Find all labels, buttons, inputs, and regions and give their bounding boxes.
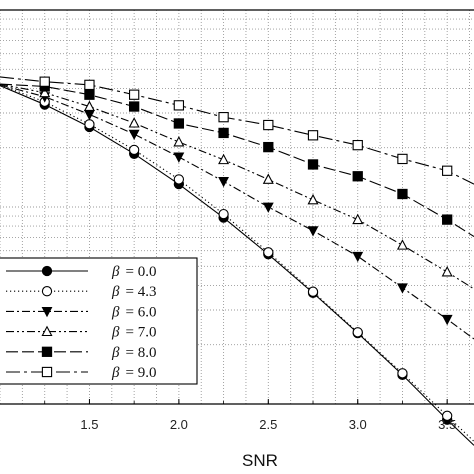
data-point-series-4	[173, 118, 185, 129]
legend-box	[0, 257, 198, 385]
legend-marker-5	[41, 366, 53, 378]
legend-entry-0: β = 0.0	[111, 264, 156, 280]
data-point-series-4	[84, 89, 95, 100]
legend-entry-2: β = 6.0	[111, 304, 156, 320]
data-point-series-4	[442, 214, 453, 225]
data-point-series-3	[218, 153, 230, 165]
x-axis-title: SNR	[242, 451, 278, 470]
data-point-series-1	[129, 144, 140, 156]
series-lines	[0, 76, 474, 446]
series-line-5	[0, 76, 474, 185]
data-point-series-4	[397, 188, 408, 200]
legend-marker-3	[41, 325, 53, 337]
series-line-2	[0, 84, 474, 340]
data-point-series-1	[218, 208, 229, 220]
data-point-series-4	[129, 101, 140, 112]
series-line-3	[0, 83, 474, 290]
data-point-series-3	[396, 239, 408, 250]
legend-value: = 0.0	[125, 264, 156, 280]
data-point-series-4	[218, 127, 229, 139]
data-point-series-2	[262, 202, 274, 213]
data-point-series-1	[263, 247, 274, 258]
data-point-series-2	[128, 129, 140, 141]
data-point-series-4	[307, 159, 319, 170]
x-tick-label: 1.5	[80, 417, 98, 432]
legend-entry-4: β = 8.0	[111, 345, 156, 361]
data-point-series-5	[218, 112, 229, 123]
data-point-series-5	[39, 76, 50, 87]
legend-marker-2	[41, 306, 53, 318]
data-point-series-2	[397, 283, 408, 294]
data-point-series-2	[173, 152, 185, 163]
legend-beta-symbol: β	[111, 284, 120, 300]
data-point-series-3	[441, 265, 453, 277]
axes	[0, 9, 474, 405]
data-point-series-4	[263, 141, 274, 153]
legend-beta-symbol: β	[111, 304, 120, 320]
legend-beta-symbol: β	[111, 325, 120, 341]
data-point-series-5	[263, 119, 274, 131]
data-point-series-2	[441, 314, 453, 326]
data-point-series-3	[128, 117, 140, 128]
data-point-series-3	[307, 193, 319, 205]
legend-value: = 7.0	[125, 325, 156, 341]
data-point-series-5	[352, 139, 363, 151]
data-point-series-5	[129, 89, 140, 100]
legend-marker-0	[41, 265, 53, 277]
legend-beta-symbol: β	[111, 264, 120, 280]
data-point-series-3	[83, 100, 95, 111]
data-point-series-5	[442, 165, 453, 176]
data-point-series-2	[352, 251, 364, 263]
data-point-series-1	[307, 286, 319, 297]
data-point-series-5	[173, 100, 185, 111]
data-point-series-4	[352, 171, 363, 182]
legend-value: = 6.0	[125, 304, 156, 320]
legend-beta-symbol: β	[111, 365, 120, 381]
series-line-1	[0, 84, 474, 442]
legend-entry-1: β = 4.3	[111, 284, 156, 300]
x-tick-label: 2.5	[259, 417, 277, 432]
data-point-series-1	[442, 410, 453, 421]
data-point-series-3	[262, 173, 274, 184]
data-point-series-2	[218, 176, 230, 188]
series-markers	[39, 76, 453, 425]
x-tick-labels: 1.5 2.0 2.5 3.0 3.5	[80, 417, 456, 432]
legend-value: = 9.0	[125, 365, 156, 381]
x-tick-label: 3.0	[349, 417, 367, 432]
legend-value: = 8.0	[125, 345, 156, 361]
legend-marker-1	[41, 286, 53, 297]
data-point-series-3	[352, 213, 364, 225]
series-line-4	[0, 83, 474, 238]
legend-beta-symbol: β	[111, 345, 120, 361]
data-point-series-1	[173, 174, 185, 185]
data-point-series-1	[84, 119, 95, 130]
x-tick-label: 2.0	[170, 417, 188, 432]
series-line-0	[0, 85, 474, 446]
legend: β = 0.0 β = 4.3 β = 6.0 β = 7.0 β = 8.0 β = 9.0	[0, 257, 198, 385]
legend-entry-3: β = 7.0	[111, 325, 156, 341]
data-point-series-3	[39, 86, 51, 98]
data-point-series-3	[173, 135, 185, 147]
legend-marker-4	[41, 346, 53, 357]
data-point-series-2	[84, 110, 95, 121]
data-point-series-5	[397, 153, 408, 165]
data-point-series-2	[307, 226, 319, 237]
data-point-series-5	[84, 79, 95, 91]
grid	[0, 10, 474, 405]
data-point-series-5	[307, 130, 319, 141]
data-point-series-1	[397, 368, 408, 379]
x-tick-label: 3.5	[438, 417, 456, 432]
legend-value: = 4.3	[125, 284, 156, 300]
data-point-series-1	[352, 327, 363, 338]
legend-entry-5: β = 9.0	[111, 365, 156, 381]
